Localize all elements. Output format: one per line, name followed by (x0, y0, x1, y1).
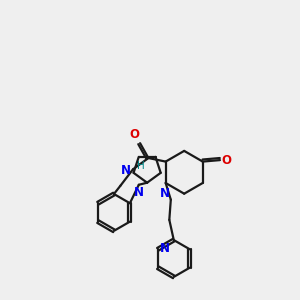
Text: O: O (222, 154, 232, 166)
Text: O: O (129, 128, 139, 141)
Text: N: N (121, 164, 131, 177)
Text: N: N (160, 242, 170, 255)
Text: N: N (160, 187, 170, 200)
Text: N: N (134, 186, 144, 199)
Text: H: H (137, 161, 145, 171)
